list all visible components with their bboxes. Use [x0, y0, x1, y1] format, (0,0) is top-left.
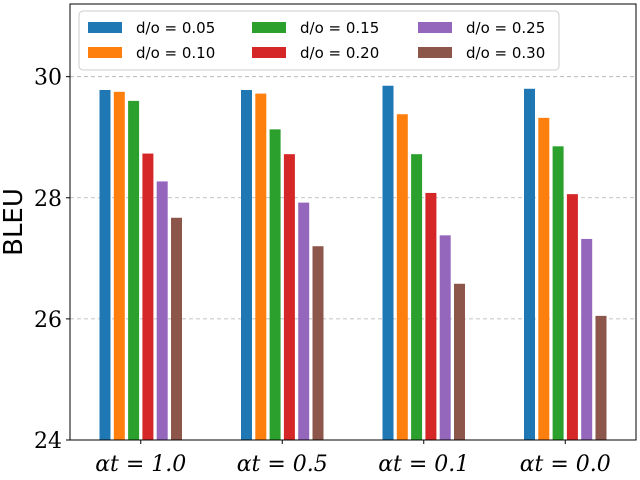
y-ticks: 24 26 28 30 — [34, 66, 70, 454]
bar — [312, 246, 324, 440]
bar — [552, 146, 564, 441]
bar — [113, 91, 125, 441]
legend-swatch — [252, 22, 286, 33]
bar — [524, 88, 535, 441]
bar — [241, 89, 252, 440]
bar — [255, 93, 267, 440]
bar — [411, 154, 423, 440]
legend-swatch — [88, 22, 122, 33]
bar — [283, 154, 295, 440]
bar — [171, 217, 182, 440]
bar — [595, 315, 607, 440]
legend-swatch — [252, 47, 286, 58]
x-tick-label: αt = 1.0 — [95, 452, 186, 477]
y-tick-label: 30 — [34, 66, 62, 91]
bar — [439, 235, 451, 440]
bar — [298, 202, 310, 440]
bar — [566, 194, 578, 440]
legend-label: d/o = 0.15 — [300, 19, 379, 37]
x-ticks: αt = 1.0 αt = 0.5 αt = 0.1 αt = 0.0 — [95, 440, 611, 477]
legend-label: d/o = 0.05 — [136, 19, 215, 37]
bar — [396, 114, 408, 440]
y-tick-label: 28 — [34, 187, 62, 212]
legend-label: d/o = 0.25 — [466, 19, 545, 37]
bar — [269, 129, 281, 440]
legend-label: d/o = 0.20 — [300, 44, 379, 62]
plot-frame — [69, 3, 637, 441]
bar — [99, 89, 111, 440]
y-tick-label: 26 — [34, 308, 62, 333]
legend-swatch — [418, 22, 452, 33]
x-tick-label: αt = 0.0 — [520, 452, 611, 477]
bar — [538, 117, 550, 440]
y-tick-label: 24 — [34, 429, 62, 454]
bar — [454, 283, 465, 440]
gridlines — [70, 76, 636, 320]
bar — [156, 181, 168, 440]
bar — [128, 100, 140, 440]
bar — [142, 153, 154, 441]
legend-swatch — [88, 47, 122, 58]
legend-label: d/o = 0.30 — [466, 44, 545, 62]
legend: d/o = 0.05 d/o = 0.10 d/o = 0.15 d/o = 0.20… — [78, 10, 560, 71]
x-tick-label: αt = 0.1 — [378, 452, 469, 477]
bar — [425, 192, 437, 440]
x-tick-label: αt = 0.5 — [237, 452, 328, 477]
legend-swatch — [418, 47, 452, 58]
legend-label: d/o = 0.10 — [136, 44, 215, 62]
bar — [581, 238, 593, 440]
bars — [99, 85, 607, 441]
y-axis-label: BLEU — [0, 188, 29, 256]
bar — [382, 85, 394, 440]
